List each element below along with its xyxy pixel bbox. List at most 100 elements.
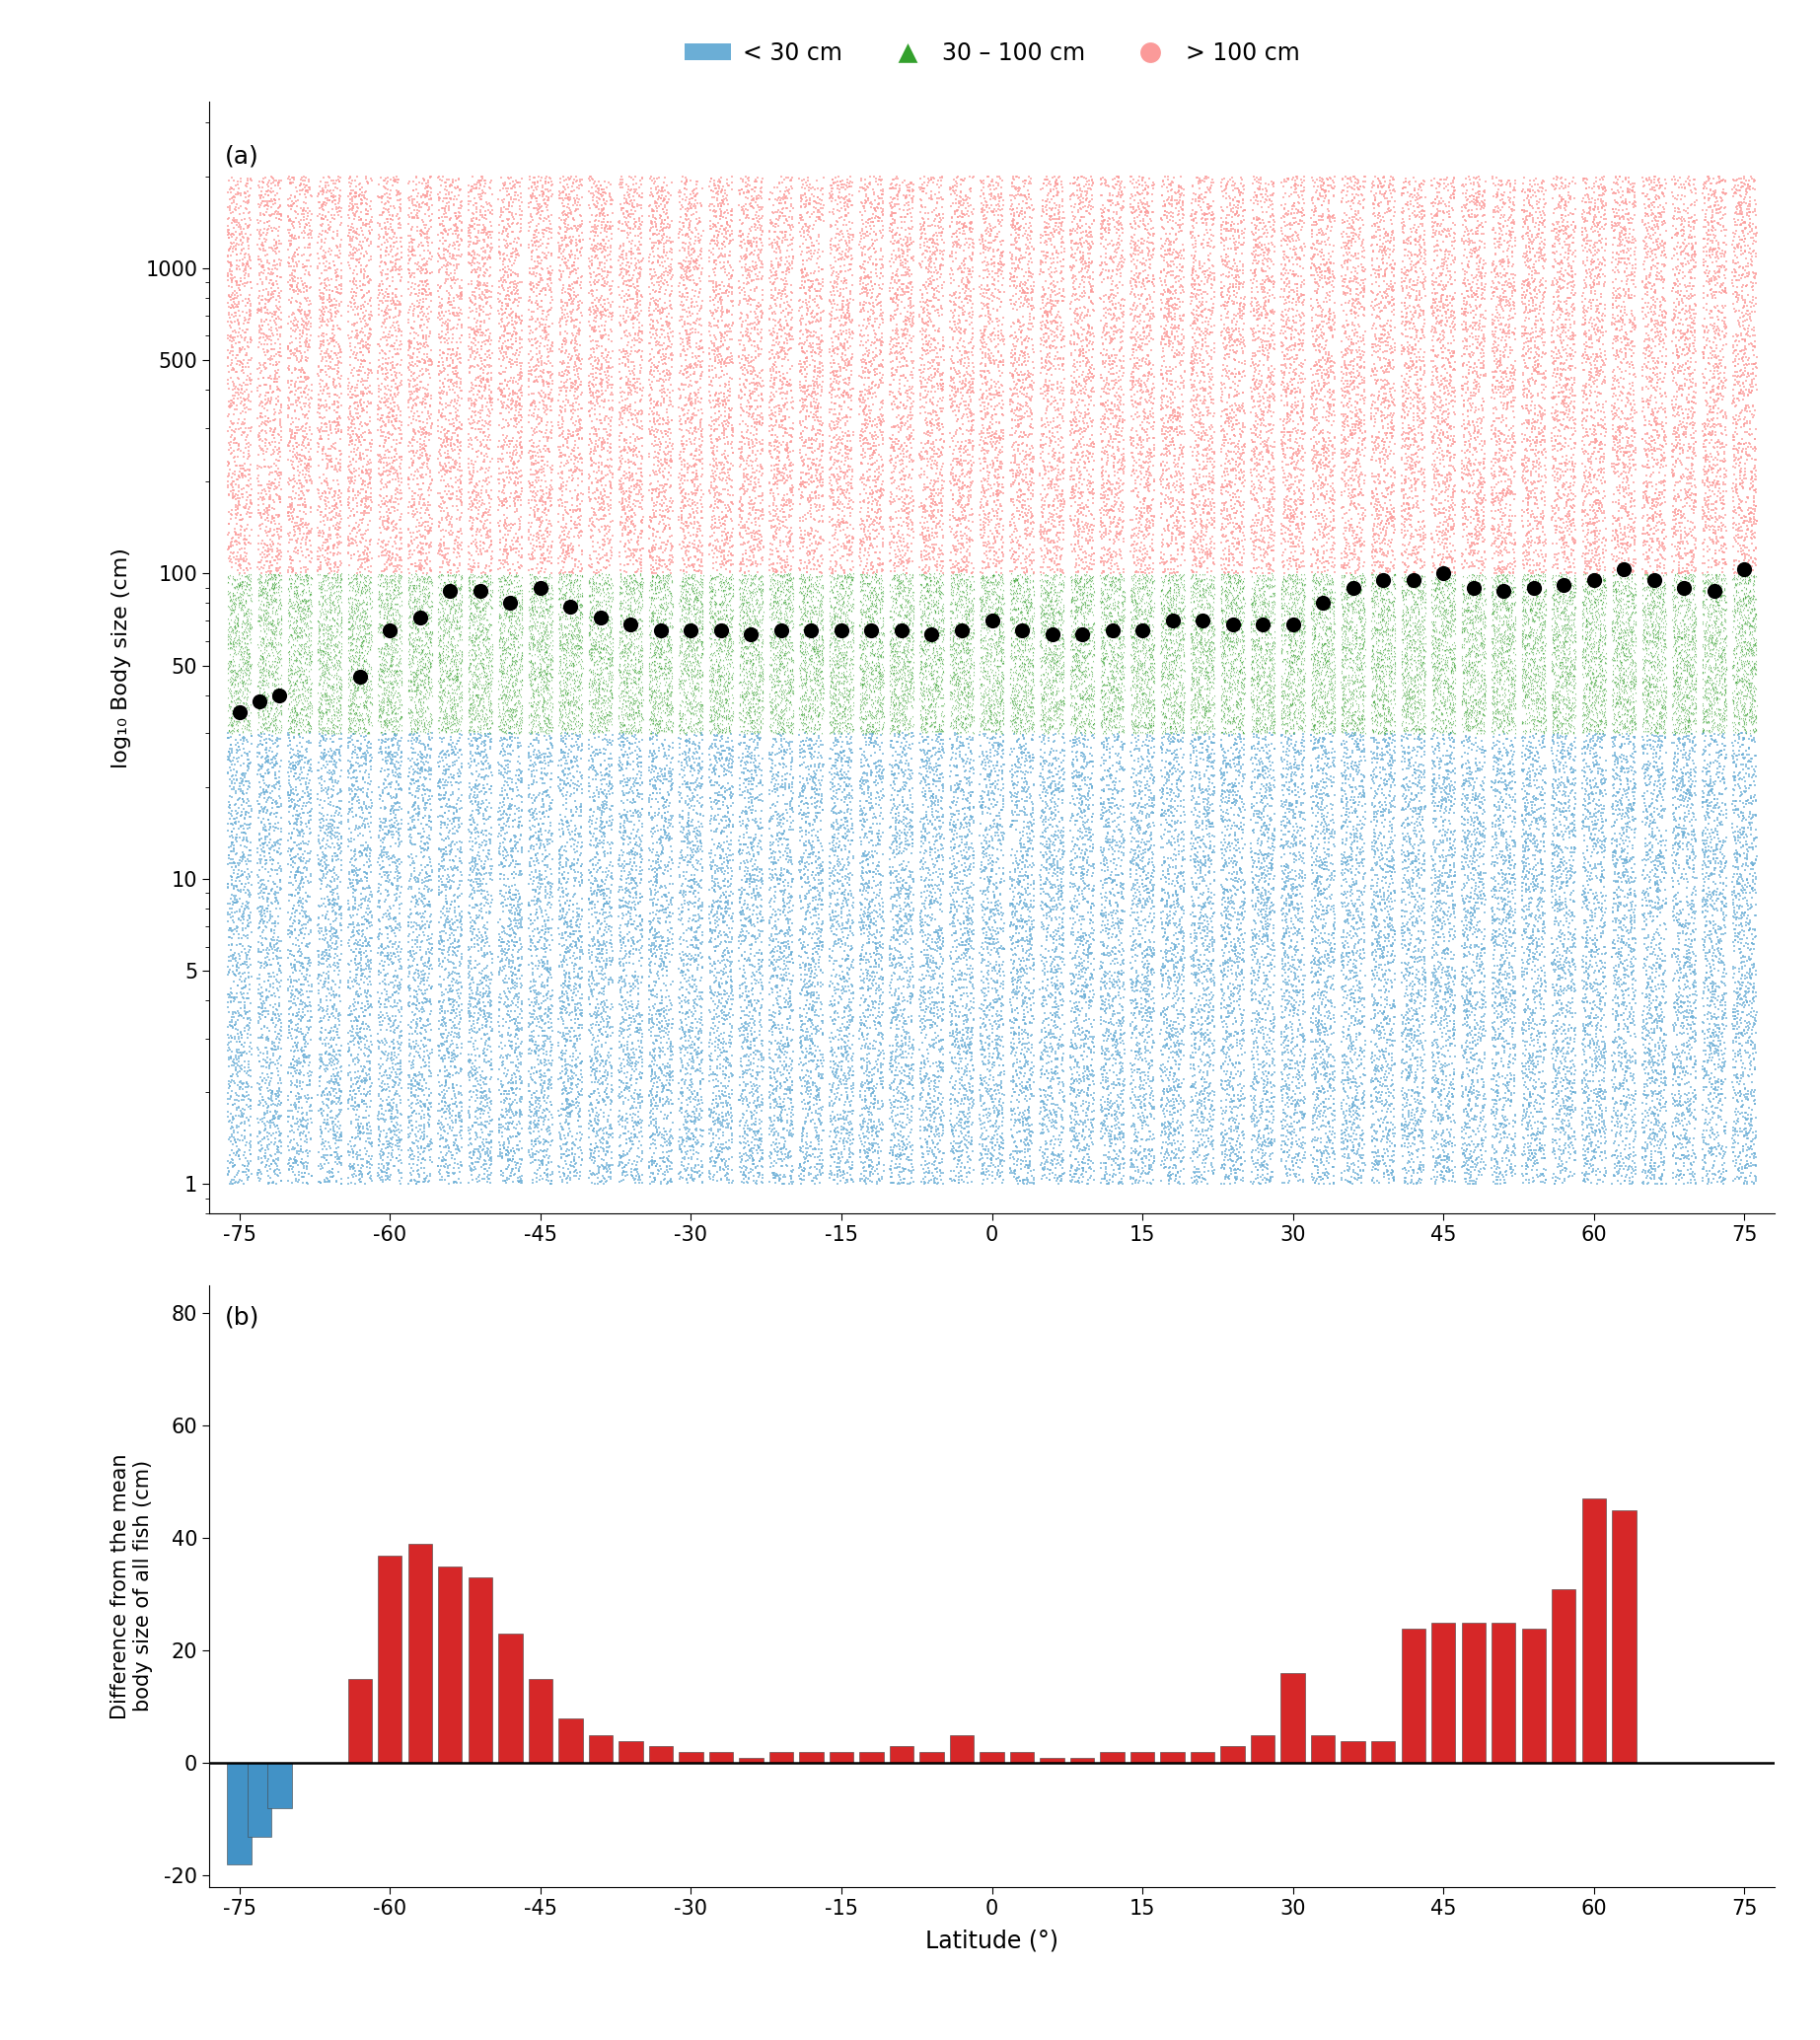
Point	[779, 661, 808, 694]
Point	[562, 1153, 592, 1185]
Point	[797, 241, 826, 273]
Point	[258, 1038, 288, 1071]
Point	[1554, 1067, 1583, 1100]
Point	[1620, 512, 1649, 545]
Point	[1192, 1055, 1221, 1087]
Point	[915, 563, 945, 596]
Point	[266, 571, 295, 604]
Point	[1665, 196, 1694, 228]
Point	[1663, 916, 1693, 949]
Point	[968, 926, 997, 959]
Point	[1072, 622, 1101, 655]
Point	[1218, 969, 1247, 1002]
Point	[1605, 379, 1634, 412]
Point	[1434, 1157, 1463, 1189]
Point	[575, 359, 604, 392]
Point	[1121, 208, 1150, 241]
Point	[1540, 324, 1569, 357]
Point	[832, 208, 861, 241]
Point	[231, 1089, 260, 1122]
Point	[697, 622, 726, 655]
Point	[854, 335, 883, 367]
Point	[1487, 694, 1516, 726]
Point	[768, 747, 797, 779]
Point	[581, 1034, 610, 1067]
Point	[501, 257, 530, 290]
Point	[440, 761, 470, 794]
Point	[251, 563, 280, 596]
Point	[1407, 608, 1436, 641]
Point	[218, 424, 248, 457]
Point	[935, 630, 965, 663]
Point	[258, 630, 288, 663]
Point	[1163, 371, 1192, 404]
Point	[1301, 253, 1330, 286]
Point	[471, 659, 501, 692]
Point	[413, 453, 442, 486]
Point	[1569, 473, 1598, 506]
Point	[1158, 942, 1187, 975]
Point	[1116, 671, 1145, 704]
Point	[1543, 1163, 1572, 1195]
Point	[641, 592, 670, 624]
Point	[1178, 367, 1207, 400]
Point	[346, 426, 375, 459]
Point	[528, 253, 557, 286]
Point	[1028, 659, 1057, 692]
Point	[703, 304, 732, 337]
Point	[1338, 590, 1367, 622]
Point	[850, 402, 879, 435]
Point	[1272, 618, 1301, 651]
Point	[1572, 416, 1602, 449]
Point	[581, 806, 610, 838]
Point	[1345, 288, 1374, 320]
Point	[1059, 1120, 1088, 1153]
Point	[915, 951, 945, 983]
Point	[282, 698, 311, 730]
Point	[986, 683, 1016, 716]
Point	[1289, 532, 1318, 565]
Point	[1545, 753, 1574, 785]
Point	[1463, 537, 1492, 569]
Point	[1014, 249, 1043, 282]
Point	[644, 916, 673, 949]
Point	[1731, 818, 1760, 851]
Point	[408, 881, 437, 914]
Point	[1394, 928, 1423, 961]
Point	[928, 432, 957, 465]
Point	[713, 1034, 743, 1067]
Point	[495, 755, 524, 787]
Point	[1643, 914, 1673, 947]
Point	[1067, 430, 1096, 463]
Point	[970, 655, 999, 687]
Point	[535, 1022, 564, 1055]
Point	[1702, 885, 1731, 918]
Point	[1116, 292, 1145, 324]
Point	[1281, 547, 1310, 579]
Point	[1034, 537, 1063, 569]
Point	[404, 792, 433, 824]
Point	[883, 316, 912, 349]
Point	[1123, 616, 1152, 649]
Point	[1380, 559, 1409, 592]
Point	[612, 512, 641, 545]
Point	[1218, 843, 1247, 875]
Point	[1538, 228, 1567, 261]
Point	[255, 483, 284, 516]
Point	[1438, 341, 1467, 373]
Point	[586, 465, 615, 498]
Point	[670, 581, 699, 614]
Point	[384, 559, 413, 592]
Point	[713, 796, 743, 828]
Point	[218, 577, 248, 610]
Point	[1538, 787, 1567, 820]
Point	[1161, 396, 1190, 428]
Point	[229, 965, 258, 998]
Point	[806, 192, 835, 224]
Point	[550, 551, 579, 583]
Point	[673, 626, 703, 659]
Point	[759, 410, 788, 443]
Point	[466, 720, 495, 753]
Point	[1431, 685, 1460, 718]
Point	[1287, 563, 1316, 596]
